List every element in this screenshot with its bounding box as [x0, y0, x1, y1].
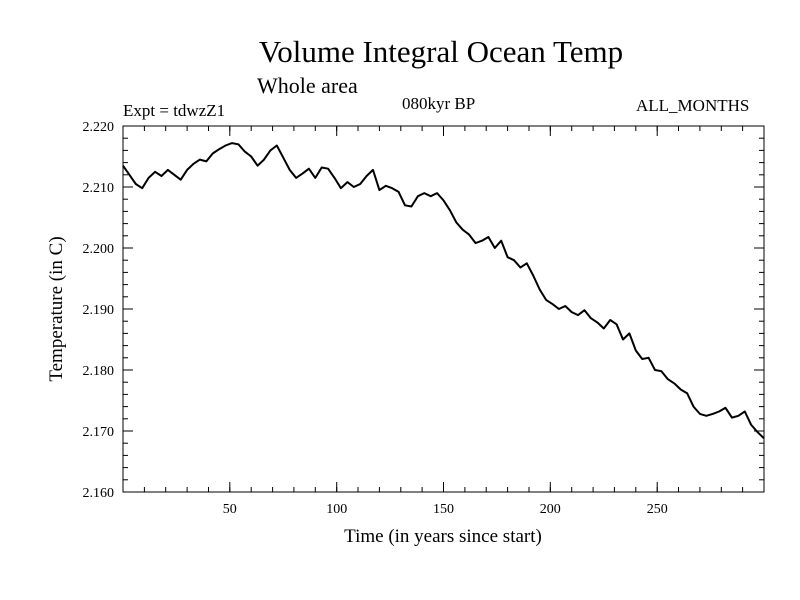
x-tick-labels: 50 100 150 200 250 [223, 502, 668, 517]
chart-title: Volume Integral Ocean Temp [258, 34, 624, 69]
chart-subtitle: Whole area [257, 73, 358, 98]
experiment-label: Expt = tdwzZ1 [123, 101, 226, 120]
y-tick-label: 2.190 [83, 303, 115, 318]
period-label: 080kyr BP [402, 94, 476, 113]
x-axis-label: Time (in years since start) [344, 526, 542, 547]
y-tick-label: 2.210 [83, 181, 115, 196]
x-tick-label: 50 [223, 502, 237, 517]
plot-frame [122, 125, 765, 493]
y-tick-labels: 2.160 2.170 2.180 2.190 2.200 2.210 2.220 [83, 120, 115, 501]
x-tick-label: 150 [433, 502, 454, 517]
months-label: ALL_MONTHS [636, 96, 750, 115]
y-tick-label: 2.180 [83, 364, 115, 379]
y-tick-label: 2.200 [83, 242, 115, 257]
y-tick-label: 2.160 [83, 486, 115, 501]
series-line [122, 142, 765, 440]
y-tick-label: 2.220 [83, 120, 115, 135]
x-tick-label: 100 [326, 502, 347, 517]
x-tick-label: 200 [540, 502, 561, 517]
y-axis-label: Temperature (in C) [46, 236, 67, 381]
y-tick-label: 2.170 [83, 425, 115, 440]
x-tick-label: 250 [647, 502, 668, 517]
axis-ticks [123, 125, 764, 493]
